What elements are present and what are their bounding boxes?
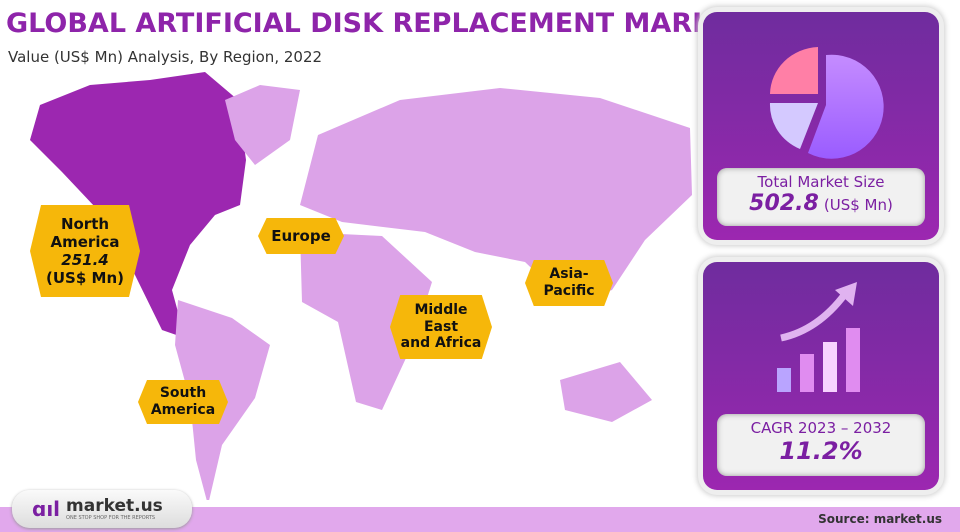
sa-name-1: South [159, 385, 207, 402]
region-australia [560, 362, 652, 422]
cagr-label: CAGR 2023 – 2032 [750, 419, 892, 437]
na-value: 251.4 [61, 251, 109, 269]
logo-text: market.us [66, 495, 163, 516]
page-title: GLOBAL ARTIFICIAL DISK REPLACEMENT MARKE… [6, 8, 750, 39]
na-name-1: North [60, 215, 110, 233]
label-middle-east-africa: Middle East and Africa [390, 295, 492, 359]
page-subtitle: Value (US$ Mn) Analysis, By Region, 2022 [8, 48, 323, 66]
logo-icon: ɑıl [32, 497, 61, 521]
region-africa [300, 232, 432, 410]
mea-name-2: East [423, 318, 459, 335]
label-north-america: North America 251.4 (US$ Mn) [30, 205, 140, 297]
sa-name-2: America [150, 402, 216, 418]
ap-name-1: Asia- [549, 266, 589, 283]
market-size-card: Total Market Size 502.8 (US$ Mn) [703, 12, 939, 240]
mea-name-1: Middle [414, 301, 468, 318]
region-europe-asia [300, 88, 692, 305]
label-south-america: South America [138, 380, 228, 424]
market-us-logo: ɑıl market.us ONE STOP SHOP FOR THE REPO… [12, 490, 192, 528]
ap-name-2: Pacific [543, 283, 595, 299]
logo-tagline: ONE STOP SHOP FOR THE REPORTS [66, 514, 156, 521]
na-unit: (US$ Mn) [46, 269, 124, 287]
region-greenland [225, 85, 300, 165]
market-size-label: Total Market Size [757, 173, 885, 191]
label-asia-pacific: Asia- Pacific [525, 260, 613, 306]
mea-name-3: and Africa [400, 335, 482, 352]
na-name-2: America [50, 233, 120, 251]
cagr-box: CAGR 2023 – 2032 11.2% [717, 414, 925, 476]
market-size-value-row: 502.8 (US$ Mn) [717, 191, 925, 216]
cagr-card: CAGR 2023 – 2032 11.2% [703, 262, 939, 490]
market-size-value: 502.8 [749, 191, 819, 216]
region-north-america [30, 72, 246, 338]
eu-name: Europe [271, 227, 331, 245]
growth-bar-chart-icon [777, 282, 860, 392]
market-size-unit: (US$ Mn) [823, 196, 893, 214]
pie-chart-icon [769, 47, 884, 159]
cagr-value: 11.2% [779, 437, 863, 465]
market-size-box: Total Market Size 502.8 (US$ Mn) [717, 168, 925, 226]
source-text: Source: market.us [818, 512, 942, 526]
label-europe: Europe [258, 218, 344, 254]
